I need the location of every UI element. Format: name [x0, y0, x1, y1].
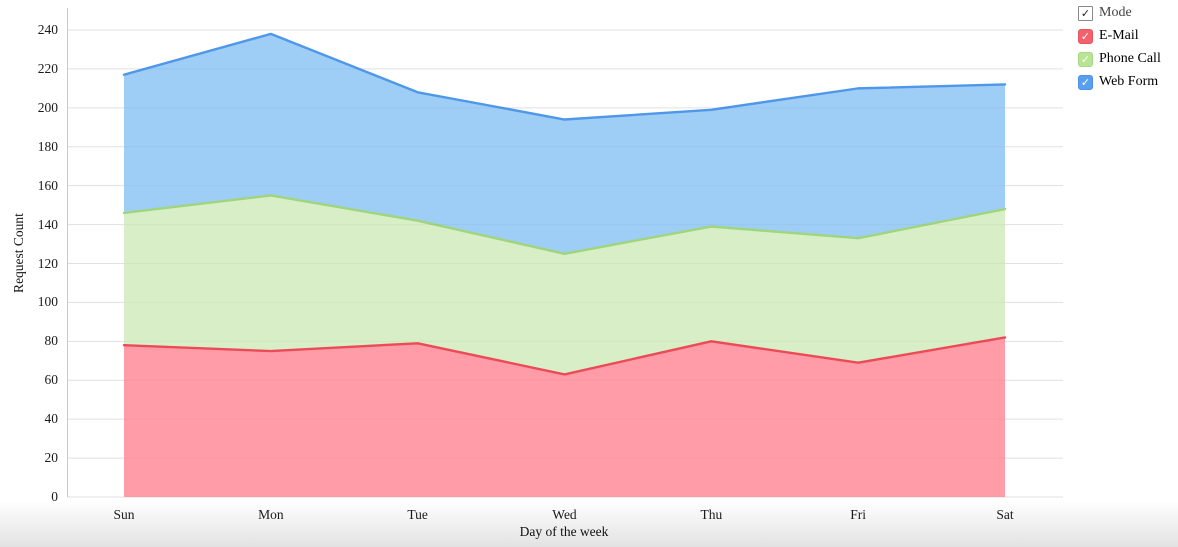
phone-call-checkbox-icon[interactable]: ✓: [1078, 51, 1093, 67]
legend-item-label: E-Mail: [1099, 28, 1139, 43]
area-e-mail[interactable]: [124, 337, 1005, 497]
legend-header-mode[interactable]: ✓ Mode: [1078, 5, 1161, 21]
legend-header-label: Mode: [1099, 5, 1132, 20]
legend-item-web-form[interactable]: ✓ Web Form: [1078, 74, 1161, 90]
check-icon: ✓: [1080, 29, 1091, 43]
e-mail-checkbox-icon[interactable]: ✓: [1078, 28, 1093, 44]
area-phone-call[interactable]: [124, 195, 1005, 375]
legend-item-e-mail[interactable]: ✓ E-Mail: [1078, 28, 1161, 44]
bottom-gradient: [0, 500, 1178, 547]
legend-item-label: Phone Call: [1099, 51, 1161, 66]
legend-item-label: Web Form: [1099, 74, 1159, 89]
legend-item-phone-call[interactable]: ✓ Phone Call: [1078, 51, 1161, 67]
web-form-checkbox-icon[interactable]: ✓: [1078, 74, 1093, 90]
line-web-form: [122, 32, 1007, 121]
area-web-form[interactable]: [124, 33, 1005, 254]
line-e-mail: [122, 336, 1007, 376]
check-icon: ✓: [1080, 75, 1091, 89]
mode-checkbox-icon[interactable]: ✓: [1078, 5, 1093, 21]
line-phone-call: [122, 194, 1007, 255]
legend: ✓ Mode ✓ E-Mail ✓ Phone Call ✓ Web Form: [1078, 5, 1161, 97]
check-icon: ✓: [1080, 52, 1091, 66]
legend-items: ✓ E-Mail ✓ Phone Call ✓ Web Form: [1078, 28, 1161, 90]
